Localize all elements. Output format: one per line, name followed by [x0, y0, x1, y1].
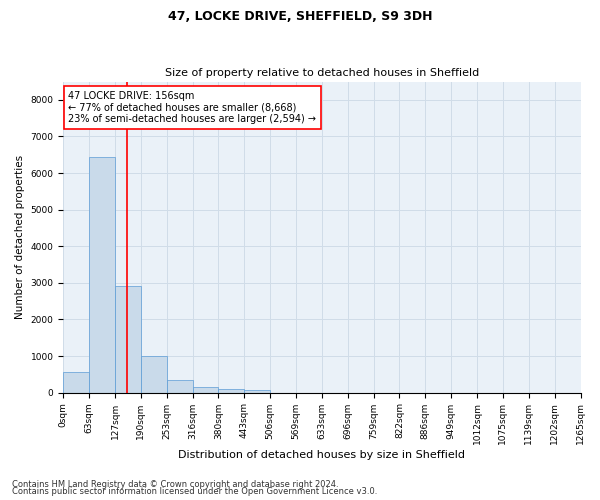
Bar — [218, 390, 244, 392]
Bar — [141, 356, 167, 392]
Bar — [115, 286, 141, 393]
Bar — [167, 380, 193, 392]
Bar — [89, 158, 115, 392]
Text: 47 LOCKE DRIVE: 156sqm
← 77% of detached houses are smaller (8,668)
23% of semi-: 47 LOCKE DRIVE: 156sqm ← 77% of detached… — [68, 91, 316, 124]
Bar — [193, 388, 218, 392]
Text: 47, LOCKE DRIVE, SHEFFIELD, S9 3DH: 47, LOCKE DRIVE, SHEFFIELD, S9 3DH — [168, 10, 432, 23]
Bar — [63, 372, 89, 392]
X-axis label: Distribution of detached houses by size in Sheffield: Distribution of detached houses by size … — [178, 450, 466, 460]
Title: Size of property relative to detached houses in Sheffield: Size of property relative to detached ho… — [165, 68, 479, 78]
Text: Contains public sector information licensed under the Open Government Licence v3: Contains public sector information licen… — [12, 487, 377, 496]
Bar — [244, 390, 270, 392]
Text: Contains HM Land Registry data © Crown copyright and database right 2024.: Contains HM Land Registry data © Crown c… — [12, 480, 338, 489]
Y-axis label: Number of detached properties: Number of detached properties — [15, 155, 25, 319]
